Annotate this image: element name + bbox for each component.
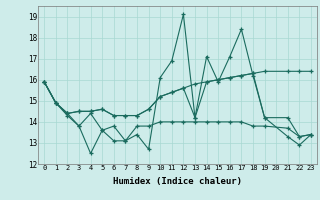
X-axis label: Humidex (Indice chaleur): Humidex (Indice chaleur) [113, 177, 242, 186]
